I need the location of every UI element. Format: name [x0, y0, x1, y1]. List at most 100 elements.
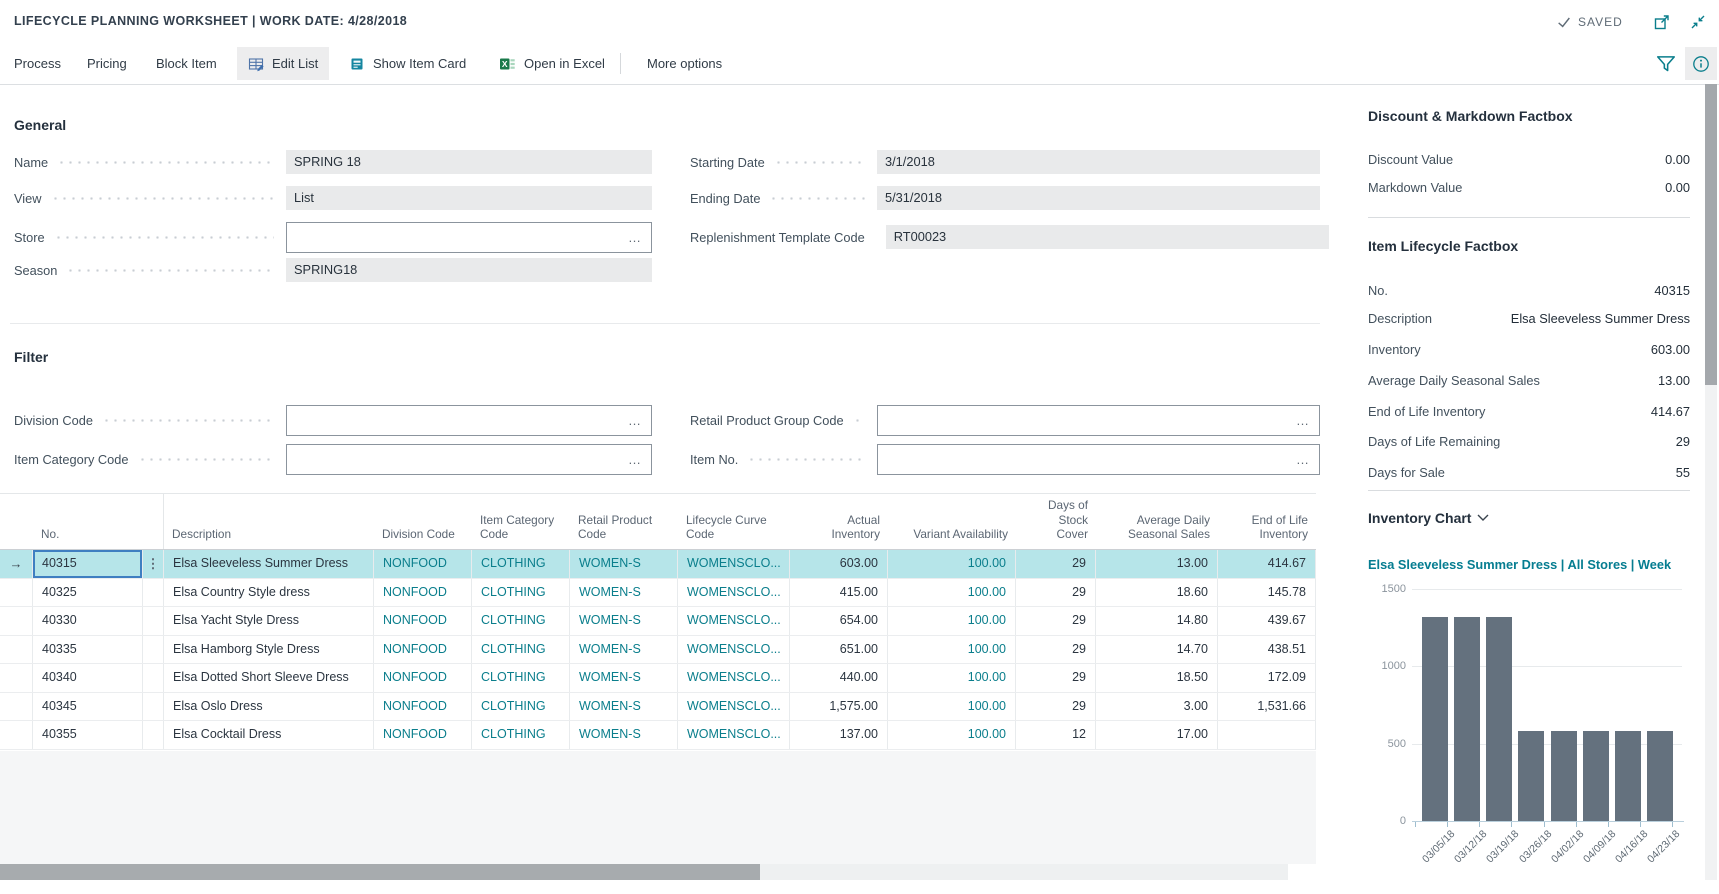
- cell-variant_availability[interactable]: 100.00: [888, 607, 1016, 635]
- more-options-button[interactable]: More options: [647, 43, 722, 84]
- cell-description[interactable]: Elsa Dotted Short Sleeve Dress: [164, 664, 374, 692]
- vertical-scrollbar-thumb[interactable]: [1705, 84, 1717, 385]
- cell-no[interactable]: 40355: [33, 721, 143, 749]
- column-header-end_of_life_inventory[interactable]: End of Life Inventory: [1218, 494, 1316, 549]
- cell-average_daily_seasonal_sales[interactable]: 14.70: [1096, 636, 1218, 664]
- horizontal-scrollbar-thumb[interactable]: [0, 864, 760, 880]
- cell-days_of_stock_cover[interactable]: 29: [1016, 664, 1096, 692]
- column-header-average_daily_seasonal_sales[interactable]: Average Daily Seasonal Sales: [1096, 494, 1218, 549]
- cell-days_of_stock_cover[interactable]: 12: [1016, 721, 1096, 749]
- item-category-code-field[interactable]: …: [286, 444, 652, 475]
- column-header-actual_inventory[interactable]: Actual Inventory: [790, 494, 888, 549]
- cell-average_daily_seasonal_sales[interactable]: 17.00: [1096, 721, 1218, 749]
- cell-days_of_stock_cover[interactable]: 29: [1016, 693, 1096, 721]
- table-row[interactable]: 40345Elsa Oslo DressNONFOODCLOTHINGWOMEN…: [0, 693, 1316, 722]
- row-selector-cell[interactable]: [0, 693, 33, 721]
- row-selector-cell[interactable]: [0, 636, 33, 664]
- cell-item_category_code[interactable]: CLOTHING: [472, 721, 570, 749]
- cell-actual_inventory[interactable]: 603.00: [790, 550, 888, 578]
- cell-no[interactable]: 40330: [33, 607, 143, 635]
- menu-pricing[interactable]: Pricing: [87, 43, 127, 84]
- row-selector-cell[interactable]: [0, 721, 33, 749]
- cell-actual_inventory[interactable]: 415.00: [790, 579, 888, 607]
- cell-retail_product_code[interactable]: WOMEN-S: [570, 607, 678, 635]
- table-row[interactable]: 40340 Elsa Dotted Short Sleeve DressNONFO…: [0, 664, 1316, 693]
- cell-variant_availability[interactable]: 100.00: [888, 550, 1016, 578]
- store-field[interactable]: …: [286, 222, 652, 253]
- cell-average_daily_seasonal_sales[interactable]: 3.00: [1096, 693, 1218, 721]
- cell-division_code[interactable]: NONFOOD: [374, 579, 472, 607]
- menu-process[interactable]: Process: [14, 43, 61, 84]
- cell-division_code[interactable]: NONFOOD: [374, 693, 472, 721]
- cell-retail_product_code[interactable]: WOMEN-S: [570, 550, 678, 578]
- row-selector-cell[interactable]: [0, 579, 33, 607]
- cell-description[interactable]: Elsa Oslo Dress: [164, 693, 374, 721]
- cell-item_category_code[interactable]: CLOTHING: [472, 636, 570, 664]
- cell-division_code[interactable]: NONFOOD: [374, 664, 472, 692]
- cell-item_category_code[interactable]: CLOTHING: [472, 664, 570, 692]
- cell-end_of_life_inventory[interactable]: 439.67: [1218, 607, 1316, 635]
- table-row[interactable]: 40355 Elsa Cocktail DressNONFOODCLOTHING W…: [0, 721, 1316, 750]
- cell-no[interactable]: 40340: [33, 664, 143, 692]
- cell-actual_inventory[interactable]: 654.00: [790, 607, 888, 635]
- row-selector-cell[interactable]: →: [0, 550, 33, 578]
- cell-actual_inventory[interactable]: 1,575.00: [790, 693, 888, 721]
- cell-item_category_code[interactable]: CLOTHING: [472, 693, 570, 721]
- cell-division_code[interactable]: NONFOOD: [374, 550, 472, 578]
- edit-list-button[interactable]: Edit List: [237, 47, 329, 80]
- cell-division_code[interactable]: NONFOOD: [374, 636, 472, 664]
- cell-lifecycle_curve_code[interactable]: WOMENSCLO...: [678, 636, 790, 664]
- cell-end_of_life_inventory[interactable]: 1,531.66: [1218, 693, 1316, 721]
- row-selector-cell[interactable]: [0, 607, 33, 635]
- cell-end_of_life_inventory[interactable]: 438.51: [1218, 636, 1316, 664]
- cell-days_of_stock_cover[interactable]: 29: [1016, 636, 1096, 664]
- cell-no[interactable]: 40315: [33, 550, 143, 578]
- table-row[interactable]: 40330 Elsa Yacht Style DressNONFOODCLOTHI…: [0, 607, 1316, 636]
- cell-division_code[interactable]: NONFOOD: [374, 607, 472, 635]
- division-code-lookup-button[interactable]: …: [628, 413, 642, 428]
- cell-description[interactable]: Elsa Yacht Style Dress: [164, 607, 374, 635]
- column-header-item_category_code[interactable]: Item Category Code: [472, 494, 570, 549]
- cell-no[interactable]: 40325: [33, 579, 143, 607]
- cell-actual_inventory[interactable]: 651.00: [790, 636, 888, 664]
- cell-lifecycle_curve_code[interactable]: WOMENSCLO...: [678, 550, 790, 578]
- table-row[interactable]: 40325Elsa Country Style dressNONFOODCLOT…: [0, 579, 1316, 608]
- cell-lifecycle_curve_code[interactable]: WOMENSCLO...: [678, 721, 790, 749]
- cell-days_of_stock_cover[interactable]: 29: [1016, 550, 1096, 578]
- cell-item_category_code[interactable]: CLOTHING: [472, 579, 570, 607]
- cell-division_code[interactable]: NONFOOD: [374, 721, 472, 749]
- row-menu-cell[interactable]: ⋮: [143, 550, 164, 578]
- cell-lifecycle_curve_code[interactable]: WOMENSCLO...: [678, 693, 790, 721]
- table-row[interactable]: →40315⋮Elsa Sleeveless Summer DressNONFO…: [0, 550, 1316, 579]
- cell-item_category_code[interactable]: CLOTHING: [472, 607, 570, 635]
- cell-variant_availability[interactable]: 100.00: [888, 721, 1016, 749]
- cell-variant_availability[interactable]: 100.00: [888, 693, 1016, 721]
- division-code-field[interactable]: …: [286, 405, 652, 436]
- cell-item_category_code[interactable]: CLOTHING: [472, 550, 570, 578]
- cell-lifecycle_curve_code[interactable]: WOMENSCLO...: [678, 664, 790, 692]
- open-in-excel-button[interactable]: X Open in Excel: [488, 47, 616, 80]
- inventory-chart-header[interactable]: Inventory Chart: [1368, 510, 1489, 526]
- column-header-division_code[interactable]: Division Code: [374, 494, 472, 549]
- item-no-field[interactable]: …: [877, 444, 1320, 475]
- cell-actual_inventory[interactable]: 440.00: [790, 664, 888, 692]
- cell-retail_product_code[interactable]: WOMEN-S: [570, 693, 678, 721]
- cell-description[interactable]: Elsa Cocktail Dress: [164, 721, 374, 749]
- cell-days_of_stock_cover[interactable]: 29: [1016, 607, 1096, 635]
- cell-retail_product_code[interactable]: WOMEN-S: [570, 664, 678, 692]
- cell-average_daily_seasonal_sales[interactable]: 18.60: [1096, 579, 1218, 607]
- show-item-card-button[interactable]: Show Item Card: [338, 47, 477, 80]
- cell-end_of_life_inventory[interactable]: 172.09: [1218, 664, 1316, 692]
- column-header-lifecycle_curve_code[interactable]: Lifecycle Curve Code: [678, 494, 790, 549]
- cell-no[interactable]: 40345: [33, 693, 143, 721]
- item-category-code-lookup-button[interactable]: …: [628, 452, 642, 467]
- cell-variant_availability[interactable]: 100.00: [888, 636, 1016, 664]
- collapse-icon[interactable]: [1688, 12, 1708, 32]
- cell-average_daily_seasonal_sales[interactable]: 13.00: [1096, 550, 1218, 578]
- retail-product-group-code-lookup-button[interactable]: …: [1296, 413, 1310, 428]
- cell-days_of_stock_cover[interactable]: 29: [1016, 579, 1096, 607]
- cell-end_of_life_inventory[interactable]: [1218, 721, 1316, 749]
- cell-description[interactable]: Elsa Sleeveless Summer Dress: [164, 550, 374, 578]
- cell-actual_inventory[interactable]: 137.00: [790, 721, 888, 749]
- cell-no[interactable]: 40335: [33, 636, 143, 664]
